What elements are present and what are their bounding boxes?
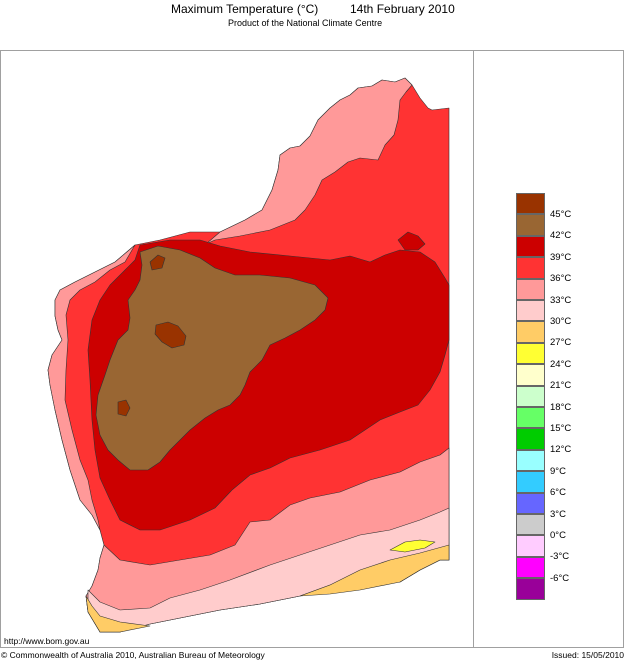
title-text: Maximum Temperature (°C): [171, 2, 319, 16]
legend-label: -3°C: [550, 551, 570, 563]
copyright-notice: © Commonwealth of Australia 2010, Austra…: [1, 650, 265, 660]
bom-link[interactable]: http://www.bom.gov.au: [4, 636, 90, 646]
region-33c-west: [47, 244, 136, 531]
legend-swatch: [516, 235, 545, 258]
legend-label: 39°C: [550, 251, 572, 263]
region-27c-sw: [85, 595, 151, 633]
legend-label: 6°C: [550, 487, 566, 499]
region-45c-north: [149, 254, 166, 271]
legend-swatch: [516, 193, 545, 215]
legend-label: 18°C: [550, 401, 572, 413]
legend-label: 33°C: [550, 294, 572, 306]
legend-swatch: [516, 492, 545, 514]
legend-swatch: [516, 471, 545, 493]
legend-swatch: [516, 257, 545, 279]
region-27c: [299, 544, 450, 597]
region-42c: [95, 245, 329, 471]
legend-swatch: [516, 278, 545, 300]
region-45c-south: [117, 399, 131, 417]
legend-label: 0°C: [550, 530, 566, 541]
legend-swatch: [516, 449, 545, 472]
legend-label: 21°C: [550, 380, 572, 392]
legend-divider: [473, 50, 474, 648]
legend-swatch: [516, 578, 545, 600]
legend-label: 30°C: [550, 316, 572, 327]
map-title: Maximum Temperature (°C) 14th February 2…: [0, 0, 626, 20]
region-39c-ne: [397, 231, 426, 251]
region-30c: [87, 507, 450, 633]
legend-label: 3°C: [550, 508, 566, 520]
legend-swatch: [516, 321, 545, 343]
legend-label: 27°C: [550, 337, 572, 349]
legend-label: 36°C: [550, 273, 572, 285]
temperature-map: [47, 77, 450, 633]
subtitle: Product of the National Climate Centre: [228, 18, 383, 28]
legend-swatch: [516, 535, 545, 557]
region-45c-center: [154, 321, 187, 349]
issued-date: Issued: 15/05/2010: [551, 650, 624, 660]
legend-swatch: [516, 364, 545, 386]
legend-label: 45°C: [550, 209, 572, 220]
map-frame: [0, 50, 624, 648]
legend-swatch: [516, 407, 545, 429]
legend-label: -6°C: [550, 572, 570, 584]
title-date: 14th February 2010: [350, 2, 455, 16]
legend-swatch: [516, 214, 545, 236]
legend-swatch: [516, 428, 545, 450]
legend-label: 42°C: [550, 230, 572, 242]
region-33c-north: [205, 77, 413, 245]
legend-swatch: [516, 300, 545, 322]
region-24c: [389, 539, 436, 553]
legend-swatch: [516, 385, 545, 407]
legend-label: 9°C: [550, 465, 566, 477]
legend-label: 12°C: [550, 444, 572, 456]
legend-label: 15°C: [550, 423, 572, 434]
legend-swatch: [516, 514, 545, 536]
legend-label: 24°C: [550, 358, 572, 370]
legend-swatch: [516, 342, 545, 365]
legend-swatch: [516, 556, 545, 579]
